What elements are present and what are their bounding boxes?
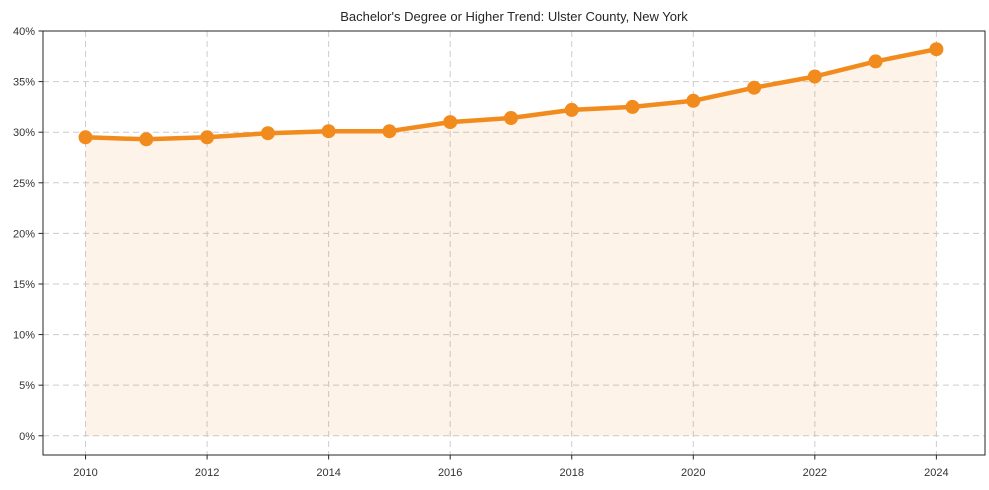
x-tick-label: 2012	[195, 467, 219, 479]
plot-frame	[42, 30, 986, 456]
y-tick-label: 10%	[13, 330, 35, 342]
data-point-2016	[443, 115, 458, 130]
data-point-2018	[564, 102, 579, 117]
data-point-2023	[868, 54, 883, 69]
data-point-2013	[260, 126, 275, 141]
y-tick-label: 40%	[13, 26, 35, 38]
x-tick-label: 2022	[803, 467, 827, 479]
x-tick-label: 2016	[438, 467, 462, 479]
chart-title: Bachelor's Degree or Higher Trend: Ulste…	[340, 9, 688, 24]
chart-layers: 2010 2012 2014 2016 2018 2020 2022 2024 0% 5% 10% 1…	[13, 26, 986, 479]
y-tick-label: 15%	[13, 279, 35, 291]
data-point-2012	[200, 130, 215, 145]
y-tick-label: 35%	[13, 77, 35, 89]
data-point-2020	[686, 93, 701, 108]
y-tick-label: 5%	[19, 380, 35, 392]
data-point-2021	[747, 80, 762, 95]
data-point-2017	[504, 111, 518, 125]
x-tick-label: 2024	[924, 467, 948, 479]
x-tick-label: 2018	[559, 467, 583, 479]
y-tick-label: 30%	[13, 127, 35, 139]
x-tick-label: 2014	[316, 467, 340, 479]
y-tick-label: 20%	[13, 228, 35, 240]
data-point-2011	[139, 132, 154, 147]
data-point-2015	[382, 124, 397, 139]
data-point-2014	[321, 124, 336, 139]
data-point-2010	[78, 130, 93, 145]
data-point-2019	[625, 99, 640, 114]
y-tick-label: 0%	[19, 431, 35, 443]
x-tick-label: 2010	[73, 467, 97, 479]
y-tick-label: 25%	[13, 178, 35, 190]
area-fill	[85, 49, 937, 436]
data-point-2022	[807, 69, 822, 84]
data-point-2024	[929, 42, 944, 57]
x-tick-label: 2020	[681, 467, 705, 479]
